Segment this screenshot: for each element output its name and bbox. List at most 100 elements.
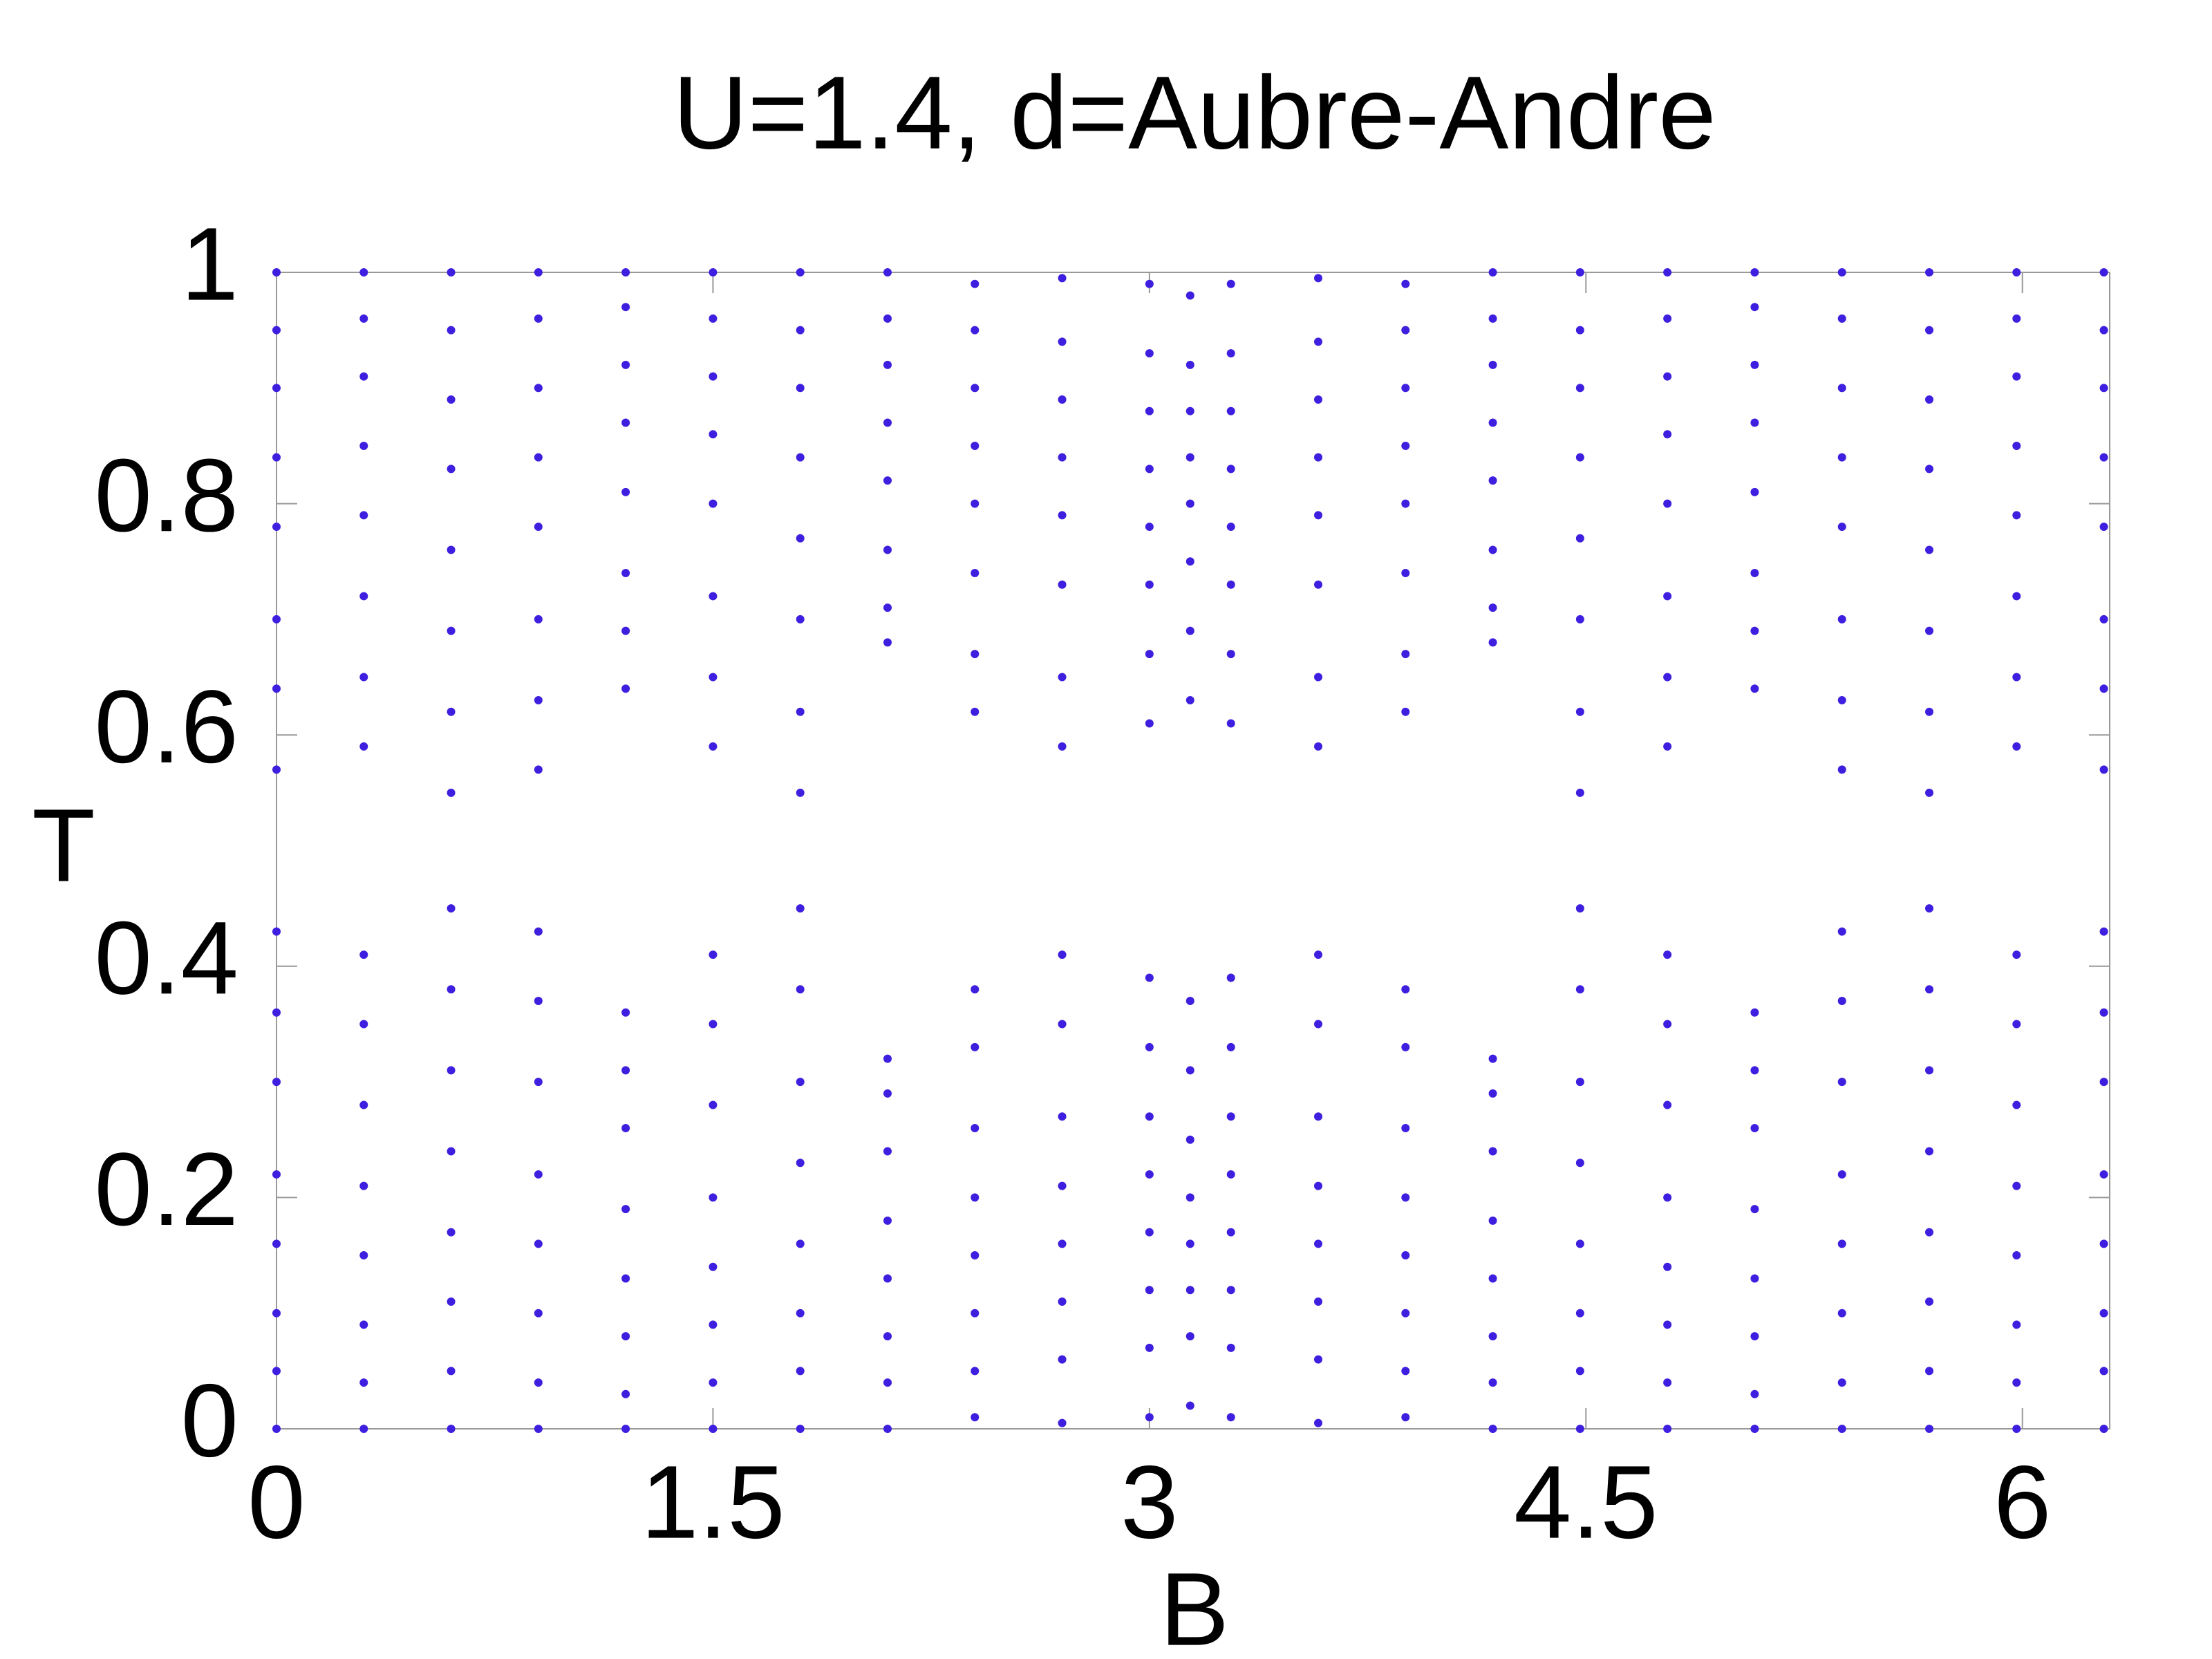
- data-point: [272, 1309, 281, 1318]
- data-point: [1575, 1309, 1584, 1318]
- data-point: [1401, 568, 1410, 577]
- data-point: [534, 268, 543, 276]
- data-point: [1401, 1193, 1410, 1202]
- data-point: [1401, 1124, 1410, 1133]
- data-point: [1750, 418, 1759, 427]
- data-point: [359, 1020, 368, 1029]
- data-point: [1058, 1355, 1067, 1364]
- data-point: [272, 927, 281, 936]
- data-point: [2012, 1320, 2021, 1329]
- data-point: [971, 1193, 980, 1202]
- data-point: [1314, 1112, 1323, 1121]
- data-point: [796, 1239, 805, 1248]
- data-point: [1750, 268, 1759, 276]
- data-point: [1185, 1239, 1194, 1248]
- data-point: [1314, 337, 1323, 346]
- data-point: [1925, 1147, 1934, 1156]
- data-point: [621, 1425, 630, 1433]
- data-point: [1058, 580, 1067, 589]
- data-point: [971, 1309, 980, 1318]
- data-point: [1750, 1425, 1759, 1433]
- data-point: [534, 1170, 543, 1179]
- data-point: [447, 545, 456, 554]
- data-point: [1750, 1008, 1759, 1017]
- data-point: [1401, 707, 1410, 716]
- data-point: [1488, 1054, 1497, 1063]
- data-point: [1145, 1170, 1154, 1179]
- data-point: [1401, 1309, 1410, 1318]
- data-point: [971, 568, 980, 577]
- data-point: [272, 615, 281, 624]
- data-point: [709, 673, 718, 682]
- data-point: [2012, 1020, 2021, 1029]
- data-point: [2012, 372, 2021, 381]
- data-point: [971, 1413, 980, 1422]
- data-point: [1663, 1425, 1672, 1433]
- data-point: [1575, 534, 1584, 543]
- data-point: [1575, 615, 1584, 624]
- data-point: [796, 788, 805, 797]
- data-point: [1925, 788, 1934, 797]
- data-point: [447, 326, 456, 335]
- data-point: [447, 1228, 456, 1237]
- data-point: [1925, 268, 1934, 276]
- data-point: [1185, 696, 1194, 705]
- data-point: [1575, 1078, 1584, 1087]
- x-tick-label: 6: [1994, 1444, 2051, 1560]
- data-point: [1925, 985, 1934, 994]
- data-point: [2099, 1008, 2108, 1017]
- y-tick-label: 1: [181, 206, 238, 322]
- data-point: [1663, 314, 1672, 323]
- data-point: [1837, 696, 1846, 705]
- data-point: [447, 1147, 456, 1156]
- data-point: [796, 384, 805, 393]
- data-point: [1663, 1100, 1672, 1109]
- data-point: [883, 603, 892, 612]
- data-point: [1226, 1343, 1235, 1352]
- data-point: [1185, 1135, 1194, 1144]
- data-point: [1750, 1124, 1759, 1133]
- data-point: [1185, 360, 1194, 369]
- data-point: [1488, 476, 1497, 485]
- data-point: [359, 441, 368, 450]
- data-point: [883, 1332, 892, 1341]
- data-point: [1145, 406, 1154, 415]
- data-point: [971, 1251, 980, 1260]
- data-point: [1401, 499, 1410, 508]
- data-point: [1314, 274, 1323, 283]
- data-point: [1145, 973, 1154, 982]
- data-point: [883, 1147, 892, 1156]
- data-point: [1837, 268, 1846, 276]
- data-point: [1837, 384, 1846, 393]
- data-point: [2012, 1425, 2021, 1433]
- data-point: [1401, 1042, 1410, 1051]
- data-point: [1663, 592, 1672, 601]
- data-point: [971, 650, 980, 659]
- data-point: [1837, 1425, 1846, 1433]
- data-point: [2099, 268, 2108, 276]
- data-point: [621, 418, 630, 427]
- data-point: [534, 1078, 543, 1087]
- data-point: [1185, 499, 1194, 508]
- data-point: [621, 1124, 630, 1133]
- data-point: [1663, 742, 1672, 751]
- data-point: [2099, 765, 2108, 774]
- data-point: [1575, 1367, 1584, 1376]
- data-point: [1185, 1066, 1194, 1075]
- data-point: [796, 326, 805, 335]
- y-tick-label: 0: [181, 1362, 238, 1479]
- data-point: [796, 268, 805, 276]
- data-point: [1226, 523, 1235, 532]
- data-point: [1837, 1078, 1846, 1087]
- x-tick-label: 3: [1121, 1444, 1178, 1560]
- data-point: [1401, 985, 1410, 994]
- data-point: [883, 1089, 892, 1098]
- data-point: [272, 384, 281, 393]
- data-point: [621, 487, 630, 496]
- data-point: [709, 1100, 718, 1109]
- data-point: [796, 904, 805, 913]
- data-point: [2099, 1309, 2108, 1318]
- data-point: [272, 326, 281, 335]
- data-point: [447, 1367, 456, 1376]
- data-point: [883, 545, 892, 554]
